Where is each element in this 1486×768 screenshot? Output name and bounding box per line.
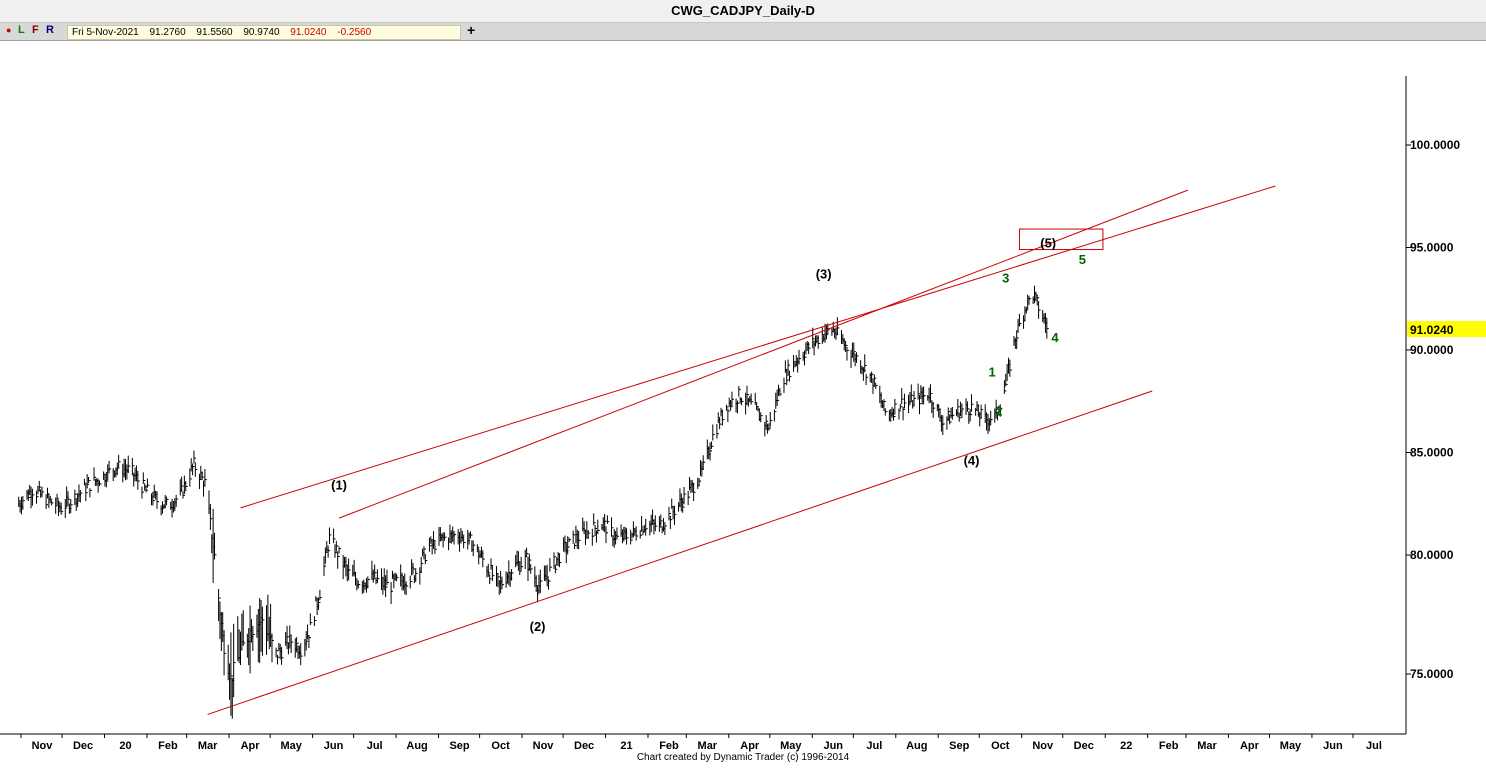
y-tick-label: 75.0000 <box>1410 667 1454 681</box>
bar-high: 91.5560 <box>196 27 233 38</box>
x-tick-label: 20 <box>119 740 131 752</box>
x-tick-label: Dec <box>1074 740 1094 752</box>
y-tick-label: 95.0000 <box>1410 241 1454 255</box>
x-tick-label: May <box>780 740 802 752</box>
trend-line <box>207 390 1153 715</box>
wave-label: 2 <box>995 404 1002 419</box>
wave-label: 4 <box>1051 330 1059 345</box>
x-tick-label: Jul <box>1366 740 1382 752</box>
x-tick-label: Mar <box>1197 740 1217 752</box>
wave-label: 3 <box>1002 270 1009 285</box>
x-tick-label: May <box>1280 740 1302 752</box>
bar-change: -0.2560 <box>337 27 372 38</box>
x-tick-label: Oct <box>991 740 1010 752</box>
wave-label: (5) <box>1040 236 1056 251</box>
x-tick-label: Jun <box>823 740 843 752</box>
bar-close: 91.0240 <box>290 27 327 38</box>
x-tick-label: Sep <box>949 740 969 752</box>
x-tick-label: 21 <box>620 740 632 752</box>
x-tick-label: Aug <box>906 740 927 752</box>
x-tick-label: Apr <box>740 740 760 752</box>
x-tick-label: May <box>280 740 302 752</box>
bar-date: Fri 5-Nov-2021 <box>72 27 139 38</box>
record-dot-icon[interactable]: ● <box>6 25 12 35</box>
x-tick-label: Nov <box>32 740 54 752</box>
x-tick-label: Jul <box>866 740 882 752</box>
price-chart[interactable]: 100.0000 95.0000 90.0000 85.0000 80.0000 75.0… <box>0 41 1486 752</box>
r-button[interactable]: R <box>46 24 54 36</box>
wave-label: (3) <box>816 266 832 281</box>
bar-open: 91.2760 <box>149 27 186 38</box>
ohlc-readout: Fri 5-Nov-2021 91.2760 91.5560 90.9740 9… <box>67 25 461 40</box>
f-button[interactable]: F <box>32 24 39 36</box>
wave-label: (4) <box>964 453 980 468</box>
x-tick-label: Feb <box>659 740 679 752</box>
add-icon[interactable]: + <box>467 22 476 38</box>
x-tick-label: Mar <box>198 740 218 752</box>
x-tick-label: 22 <box>1120 740 1132 752</box>
target-box <box>1018 228 1104 251</box>
y-tick-label: 85.0000 <box>1410 446 1454 460</box>
y-tick-label: 80.0000 <box>1410 548 1454 562</box>
wave-label: (1) <box>331 477 347 492</box>
x-tick-label: Mar <box>698 740 718 752</box>
chart-title: CWG_CADJPY_Daily-D <box>671 3 815 18</box>
footer-credit: Chart created by Dynamic Trader (c) 1996… <box>636 752 850 763</box>
x-tick-label: Sep <box>449 740 469 752</box>
x-tick-label: Jun <box>324 740 344 752</box>
bar-low: 90.9740 <box>243 27 280 38</box>
title-bar: CWG_CADJPY_Daily-D <box>0 0 1486 23</box>
trend-line <box>338 189 1189 519</box>
y-tick-label: 100.0000 <box>1410 138 1460 152</box>
wave-label: (2) <box>530 619 546 634</box>
y-tick-label: 90.0000 <box>1410 343 1454 357</box>
x-tick-label: Apr <box>1240 740 1260 752</box>
x-tick-label: Aug <box>406 740 427 752</box>
last-price-marker <box>1407 321 1486 338</box>
x-tick-label: Jul <box>367 740 383 752</box>
chart-area[interactable]: 100.0000 95.0000 90.0000 85.0000 80.0000 75.0… <box>0 41 1486 757</box>
x-tick-label: Nov <box>533 740 555 752</box>
x-tick-label: Feb <box>1159 740 1179 752</box>
x-tick-label: Nov <box>1032 740 1054 752</box>
x-tick-label: Feb <box>158 740 178 752</box>
x-tick-label: Dec <box>574 740 594 752</box>
x-tick-label: Apr <box>241 740 261 752</box>
wave-label: 5 <box>1079 252 1086 267</box>
l-button[interactable]: L <box>18 24 25 36</box>
last-price-label: 91.0240 <box>1410 323 1454 337</box>
x-tick-label: Jun <box>1323 740 1343 752</box>
x-tick-label: Dec <box>73 740 93 752</box>
wave-label: 1 <box>988 365 995 380</box>
toolbar: ● L F R Fri 5-Nov-2021 91.2760 91.5560 9… <box>0 22 1486 41</box>
trend-line <box>240 185 1276 509</box>
x-tick-label: Oct <box>491 740 510 752</box>
